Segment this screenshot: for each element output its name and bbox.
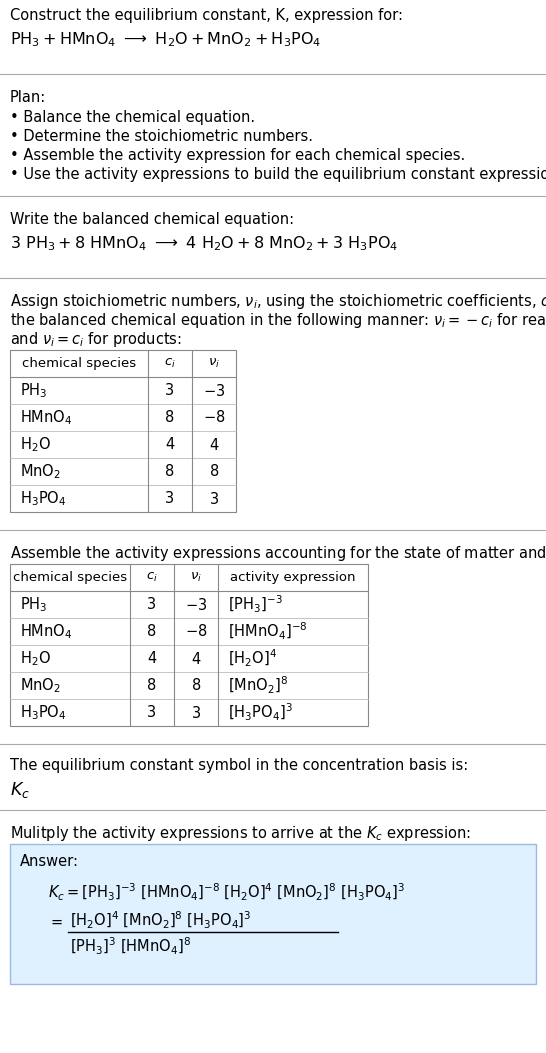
Text: activity expression: activity expression [230,571,356,584]
Text: $8$: $8$ [209,463,219,479]
Text: Mulitply the activity expressions to arrive at the $K_c$ expression:: Mulitply the activity expressions to arr… [10,824,471,843]
Text: $-8$: $-8$ [203,410,225,425]
Text: $\nu_i$: $\nu_i$ [190,571,202,584]
Text: $\mathrm{MnO_2}$: $\mathrm{MnO_2}$ [20,676,61,695]
Text: $8$: $8$ [191,677,201,694]
Text: $\mathrm{H_3PO_4}$: $\mathrm{H_3PO_4}$ [20,703,67,722]
Text: $-8$: $-8$ [185,623,207,639]
Text: $[\mathrm{H_3PO_4}]^{3}$: $[\mathrm{H_3PO_4}]^{3}$ [228,702,293,723]
Text: Assign stoichiometric numbers, $\nu_i$, using the stoichiometric coefficients, $: Assign stoichiometric numbers, $\nu_i$, … [10,292,546,311]
Text: $\mathrm{H_2O}$: $\mathrm{H_2O}$ [20,435,51,454]
Text: $\mathrm{H_2O}$: $\mathrm{H_2O}$ [20,649,51,668]
Text: $\mathrm{PH_3}$: $\mathrm{PH_3}$ [20,381,48,400]
Text: 8: 8 [147,624,157,639]
Text: $[\mathrm{HMnO_4}]^{-8}$: $[\mathrm{HMnO_4}]^{-8}$ [228,621,307,642]
Text: $[\mathrm{H_2O}]^{4}$: $[\mathrm{H_2O}]^{4}$ [228,648,277,669]
Text: $-3$: $-3$ [185,596,207,613]
Text: Write the balanced chemical equation:: Write the balanced chemical equation: [10,212,294,227]
Bar [10,564,368,726]
Bar [10,350,236,512]
Text: $\mathrm{H_3PO_4}$: $\mathrm{H_3PO_4}$ [20,490,67,508]
Text: $c_i$: $c_i$ [164,357,176,370]
Text: chemical species: chemical species [22,357,136,370]
Text: $\mathrm{MnO_2}$: $\mathrm{MnO_2}$ [20,462,61,481]
Text: the balanced chemical equation in the following manner: $\nu_i = -c_i$ for react: the balanced chemical equation in the fo… [10,311,546,330]
Text: $K_c = [\mathrm{PH_3}]^{-3}\ [\mathrm{HMnO_4}]^{-8}\ [\mathrm{H_2O}]^{4}\ [\math: $K_c = [\mathrm{PH_3}]^{-3}\ [\mathrm{HM… [48,882,405,903]
Text: 4: 4 [165,437,175,452]
Text: $-3$: $-3$ [203,382,225,398]
Text: $=$: $=$ [48,914,63,929]
Text: 8: 8 [165,464,175,479]
Text: $\mathrm{HMnO_4}$: $\mathrm{HMnO_4}$ [20,409,73,426]
Text: 3: 3 [147,706,157,720]
Text: $4$: $4$ [191,651,201,667]
Text: 4: 4 [147,651,157,665]
Text: Assemble the activity expressions accounting for the state of matter and $\nu_i$: Assemble the activity expressions accoun… [10,544,546,563]
Text: • Assemble the activity expression for each chemical species.: • Assemble the activity expression for e… [10,148,465,163]
Bar [10,845,536,984]
Text: $[\mathrm{H_2O}]^{4}\ [\mathrm{MnO_2}]^{8}\ [\mathrm{H_3PO_4}]^{3}$: $[\mathrm{H_2O}]^{4}\ [\mathrm{MnO_2}]^{… [70,910,252,931]
Text: 8: 8 [147,678,157,693]
Text: $K_c$: $K_c$ [10,780,30,800]
Text: $3$: $3$ [209,491,219,506]
Text: 8: 8 [165,410,175,425]
Text: • Use the activity expressions to build the equilibrium constant expression.: • Use the activity expressions to build … [10,167,546,182]
Text: Construct the equilibrium constant, K, expression for:: Construct the equilibrium constant, K, e… [10,8,403,23]
Text: Answer:: Answer: [20,854,79,869]
Text: $\mathrm{PH_3}$: $\mathrm{PH_3}$ [20,595,48,614]
Text: $\mathrm{3\ PH_3 + 8\ HMnO_4 \ \longrightarrow \ 4\ H_2O + 8\ MnO_2 + 3\ H_3PO_4: $\mathrm{3\ PH_3 + 8\ HMnO_4 \ \longrigh… [10,234,399,253]
Text: $\mathrm{PH_3 + HMnO_4 \ \longrightarrow \ H_2O + MnO_2 + H_3PO_4}$: $\mathrm{PH_3 + HMnO_4 \ \longrightarrow… [10,29,322,48]
Text: $c_i$: $c_i$ [146,571,158,584]
Text: Plan:: Plan: [10,90,46,105]
Text: 3: 3 [165,491,175,506]
Text: $[\mathrm{MnO_2}]^{8}$: $[\mathrm{MnO_2}]^{8}$ [228,675,288,696]
Text: 3: 3 [165,383,175,398]
Text: $3$: $3$ [191,704,201,720]
Text: $\nu_i$: $\nu_i$ [208,357,220,370]
Text: $[\mathrm{PH_3}]^{-3}$: $[\mathrm{PH_3}]^{-3}$ [228,594,283,615]
Text: 3: 3 [147,597,157,612]
Text: • Determine the stoichiometric numbers.: • Determine the stoichiometric numbers. [10,130,313,144]
Text: $4$: $4$ [209,437,219,453]
Text: $[\mathrm{PH_3}]^{3}\ [\mathrm{HMnO_4}]^{8}$: $[\mathrm{PH_3}]^{3}\ [\mathrm{HMnO_4}]^… [70,936,191,957]
Text: The equilibrium constant symbol in the concentration basis is:: The equilibrium constant symbol in the c… [10,758,468,773]
Text: • Balance the chemical equation.: • Balance the chemical equation. [10,110,255,125]
Text: $\mathrm{HMnO_4}$: $\mathrm{HMnO_4}$ [20,622,73,641]
Text: and $\nu_i = c_i$ for products:: and $\nu_i = c_i$ for products: [10,330,182,349]
Text: chemical species: chemical species [13,571,127,584]
